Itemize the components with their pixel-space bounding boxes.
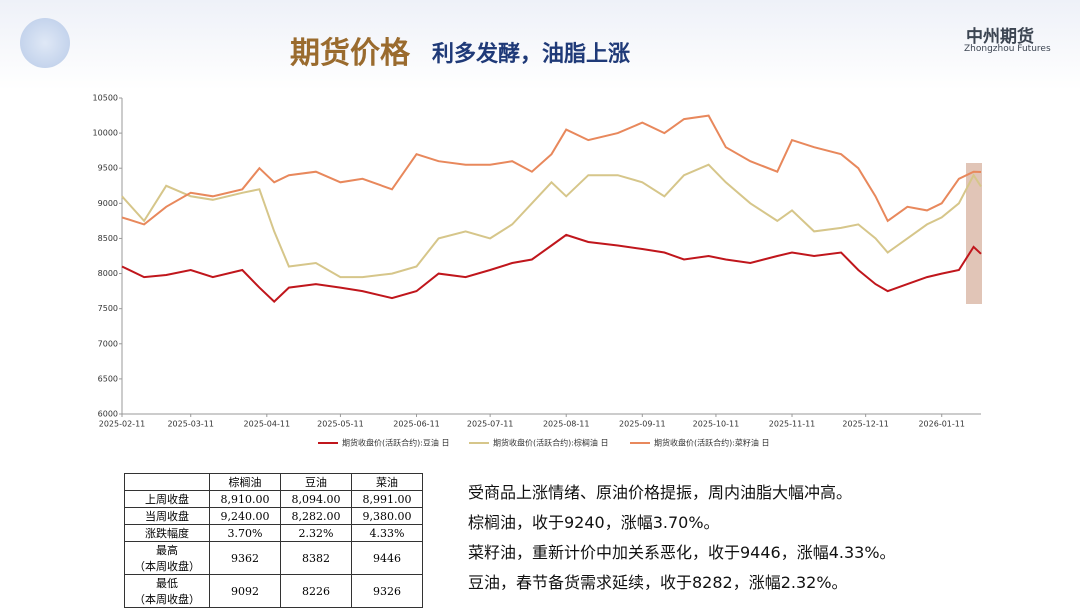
row-label: 当周收盘 xyxy=(124,507,210,525)
y-tick-label: 7500 xyxy=(98,304,118,313)
note-line: 棕榈油，收于9240，涨幅3.70%。 xyxy=(468,513,720,532)
table: 棕榈油 豆油 菜油上周收盘 8,910.00 8,094.00 8,991.00 当周收盘 9… xyxy=(124,473,423,608)
series-line xyxy=(121,233,982,303)
table-cell: 3.70% xyxy=(209,524,281,542)
y-tick-label: 10500 xyxy=(93,94,118,103)
row-label: 最低 （本周收盘） xyxy=(124,574,210,608)
series-line xyxy=(121,163,982,279)
legend-label: 期货收盘价(活跃合约):菜籽油 日 xyxy=(654,438,769,448)
row-label: 最高 （本周收盘） xyxy=(124,541,210,575)
y-tick-label: 7000 xyxy=(98,339,118,348)
row-label: 涨跌幅度 xyxy=(124,524,210,542)
row-label-line: 最高 xyxy=(156,544,178,557)
row-label: 上周收盘 xyxy=(124,490,210,508)
column-header: 豆油 xyxy=(280,473,352,491)
x-tick-label: 2025-02-11 xyxy=(99,420,146,429)
table-cell: 8382 xyxy=(280,541,352,575)
y-tick-label: 8500 xyxy=(98,234,118,243)
y-tick-label: 6000 xyxy=(98,410,118,419)
x-tick-label: 2025-06-11 xyxy=(393,420,440,429)
x-tick-label: 2025-09-11 xyxy=(619,420,666,429)
row-label-line: 当周收盘 xyxy=(145,510,189,523)
row-label-line: 最低 xyxy=(156,577,178,590)
table-cell: 9446 xyxy=(351,541,423,575)
table-row: 最低 （本周收盘） 9092 8226 9326 xyxy=(124,574,423,608)
table-cell: 2.32% xyxy=(280,524,352,542)
table-cell: 8226 xyxy=(280,574,352,608)
row-label-line: （本周收盘） xyxy=(134,560,200,573)
subtitle: 利多发酵，油脂上涨 xyxy=(432,42,631,67)
row-label-line: 上周收盘 xyxy=(145,493,189,506)
table-cell: 9092 xyxy=(209,574,281,608)
y-tick-label: 9000 xyxy=(98,199,118,208)
table-row: 最高 （本周收盘） 9362 8382 9446 xyxy=(124,541,423,575)
table-row: 当周收盘 9,240.00 8,282.00 9,380.00 xyxy=(124,507,423,525)
chart-background xyxy=(88,88,995,458)
table-row: 涨跌幅度 3.70% 2.32% 4.33% xyxy=(124,524,423,542)
y-tick-label: 10000 xyxy=(93,129,118,138)
x-tick-label: 2025-08-11 xyxy=(543,420,590,429)
row-label-line: 涨跌幅度 xyxy=(145,527,189,540)
column-header: 菜油 xyxy=(351,473,423,491)
logo: 中州期货 xyxy=(966,27,1034,47)
table-cell: 9362 xyxy=(209,541,281,575)
note-line: 受商品上涨情绪、原油价格提振，周内油脂大幅冲高。 xyxy=(468,483,853,502)
decoration xyxy=(20,18,70,68)
highlight xyxy=(966,163,982,304)
column-header: 棕榈油 xyxy=(209,473,281,491)
x-tick-label: 2025-04-11 xyxy=(244,420,291,429)
x-tick-label: 2025-05-11 xyxy=(317,420,364,429)
x-tick-label: 2026-01-11 xyxy=(918,420,965,429)
table-cell: 8,282.00 xyxy=(280,507,352,525)
x-tick-label: 2025-11-11 xyxy=(769,420,816,429)
table-cell: 8,094.00 xyxy=(280,490,352,508)
series-line xyxy=(121,114,982,226)
notes: 受商品上涨情绪、原油价格提振，周内油脂大幅冲高。 棕榈油，收于9240，涨幅3.7… xyxy=(468,478,896,598)
note-line: 菜籽油，重新计价中加关系恶化，收于9446，涨幅4.33%。 xyxy=(468,543,896,562)
row-label-line: （本周收盘） xyxy=(134,593,200,606)
corner-cell xyxy=(124,473,210,491)
x-tick-label: 2025-12-11 xyxy=(842,420,889,429)
header-row: 棕榈油 豆油 菜油 xyxy=(124,473,423,491)
table-cell: 4.33% xyxy=(351,524,423,542)
legend-label: 期货收盘价(活跃合约):豆油 日 xyxy=(342,438,449,448)
table-row: 上周收盘 8,910.00 8,094.00 8,991.00 xyxy=(124,490,423,508)
legend-label: 期货收盘价(活跃合约):棕榈油 日 xyxy=(493,438,608,448)
x-tick-label: 2025-03-11 xyxy=(167,420,214,429)
y-tick-label: 9500 xyxy=(98,164,118,173)
table-cell: 8,991.00 xyxy=(351,490,423,508)
y-tick-label: 6500 xyxy=(98,374,118,383)
table-cell: 9,240.00 xyxy=(209,507,281,525)
x-tick-label: 2025-07-11 xyxy=(467,420,514,429)
y-tick-label: 8000 xyxy=(98,269,118,278)
logo-en: Zhongzhou Futures xyxy=(964,44,1051,54)
table-cell: 9,380.00 xyxy=(351,507,423,525)
note-line: 豆油，春节备货需求延续，收于8282，涨幅2.32%。 xyxy=(468,573,848,592)
title: 期货价格 xyxy=(290,36,410,71)
x-tick-label: 2025-10-11 xyxy=(693,420,740,429)
table-cell: 8,910.00 xyxy=(209,490,281,508)
table-cell: 9326 xyxy=(351,574,423,608)
